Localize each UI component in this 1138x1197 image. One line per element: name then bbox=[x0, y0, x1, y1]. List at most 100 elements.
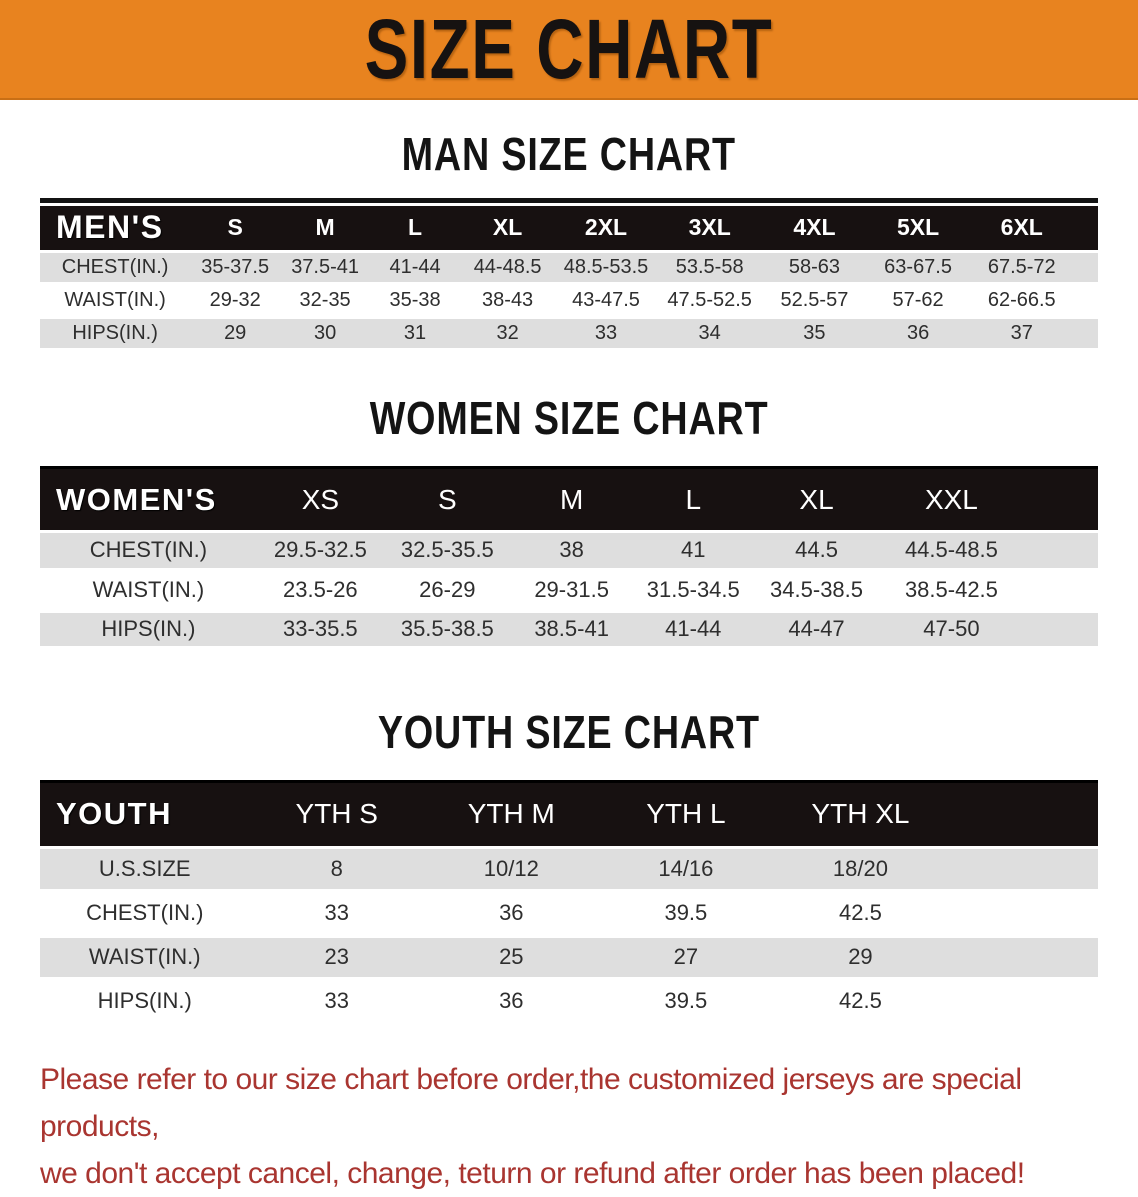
youth-size-col: YTH L bbox=[598, 779, 774, 849]
cell: 44.5-48.5 bbox=[878, 531, 1024, 574]
cell: 18/20 bbox=[773, 847, 948, 894]
cell: 25 bbox=[424, 935, 599, 982]
cell: 42.5 bbox=[773, 979, 948, 1026]
size-chart-banner: SIZE CHART bbox=[0, 0, 1138, 100]
cell: 29-32 bbox=[190, 284, 281, 319]
mens-size-table: MEN'S S M L XL 2XL 3XL 4XL 5XL 6XL CHEST… bbox=[40, 206, 1098, 352]
spacer-cell bbox=[1073, 317, 1098, 352]
cell: 36 bbox=[424, 979, 599, 1026]
cell: 33 bbox=[249, 979, 425, 1026]
cell: 44-48.5 bbox=[460, 251, 556, 286]
cell: 30 bbox=[280, 317, 371, 352]
cell: 29 bbox=[190, 317, 281, 352]
cell: 47.5-52.5 bbox=[656, 284, 763, 319]
spacer-cell bbox=[947, 847, 1098, 894]
disclaimer-text: Please refer to our size chart before or… bbox=[40, 1056, 1138, 1197]
cell: 33 bbox=[555, 317, 657, 352]
cell: 32-35 bbox=[280, 284, 371, 319]
cell: 35 bbox=[762, 317, 867, 352]
mens-size-col: XL bbox=[460, 206, 556, 253]
mens-size-col: 4XL bbox=[762, 206, 867, 253]
cell: 10/12 bbox=[424, 847, 599, 894]
row-label: HIPS(IN.) bbox=[40, 609, 257, 652]
cell: 43-47.5 bbox=[555, 284, 657, 319]
cell: 58-63 bbox=[762, 251, 867, 286]
women-heading-text: WOMEN SIZE CHART bbox=[369, 392, 769, 444]
cell: 36 bbox=[424, 891, 599, 938]
cell: 31 bbox=[370, 317, 460, 352]
cell: 33 bbox=[249, 891, 425, 938]
womens-size-table: WOMEN'S XS S M L XL XXL CHEST(IN.) 29.5-… bbox=[40, 466, 1098, 652]
cell: 38 bbox=[510, 531, 633, 574]
youth-group-label: YOUTH bbox=[40, 779, 250, 849]
cell: 34.5-38.5 bbox=[754, 570, 879, 613]
cell: 52.5-57 bbox=[762, 284, 867, 319]
youth-size-col: YTH M bbox=[424, 779, 599, 849]
cell: 41-44 bbox=[632, 609, 755, 652]
youth-header-row: YOUTH YTH S YTH M YTH L YTH XL bbox=[40, 779, 1098, 849]
mens-group-label: MEN'S bbox=[40, 206, 191, 253]
youth-heading-text: YOUTH SIZE CHART bbox=[378, 705, 760, 758]
cell: 35-38 bbox=[370, 284, 460, 319]
cell: 38.5-42.5 bbox=[878, 570, 1024, 613]
spacer-cell bbox=[947, 891, 1098, 938]
youth-hips-row: HIPS(IN.) 33 36 39.5 42.5 bbox=[40, 979, 1098, 1026]
womens-waist-row: WAIST(IN.) 23.5-26 26-29 29-31.5 31.5-34… bbox=[40, 570, 1098, 613]
cell: 37.5-41 bbox=[280, 251, 371, 286]
spacer-cell bbox=[1023, 609, 1098, 652]
cell: 63-67.5 bbox=[866, 251, 970, 286]
cell: 44.5 bbox=[754, 531, 879, 574]
cell: 53.5-58 bbox=[656, 251, 763, 286]
cell: 38-43 bbox=[460, 284, 556, 319]
mens-size-col: L bbox=[370, 206, 460, 253]
youth-ussize-row: U.S.SIZE 8 10/12 14/16 18/20 bbox=[40, 847, 1098, 894]
spacer-cell bbox=[1073, 251, 1098, 286]
youth-size-col: YTH S bbox=[249, 779, 425, 849]
spacer-cell bbox=[947, 979, 1098, 1026]
cell: 29.5-32.5 bbox=[256, 531, 384, 574]
mens-size-col: 3XL bbox=[656, 206, 763, 253]
man-section-heading: MAN SIZE CHART bbox=[0, 126, 1138, 182]
cell: 27 bbox=[598, 935, 774, 982]
row-label: HIPS(IN.) bbox=[40, 979, 250, 1026]
spacer-cell bbox=[1023, 570, 1098, 613]
womens-size-col: XL bbox=[754, 466, 879, 533]
mens-size-col: S bbox=[190, 206, 281, 253]
cell: 48.5-53.5 bbox=[555, 251, 657, 286]
spacer-cell bbox=[1073, 284, 1098, 319]
cell: 38.5-41 bbox=[510, 609, 633, 652]
cell: 23.5-26 bbox=[256, 570, 384, 613]
row-label: WAIST(IN.) bbox=[40, 935, 250, 982]
mens-chest-row: CHEST(IN.) 35-37.5 37.5-41 41-44 44-48.5… bbox=[40, 251, 1098, 286]
spacer-cell bbox=[947, 935, 1098, 982]
cell: 44-47 bbox=[754, 609, 879, 652]
cell: 26-29 bbox=[383, 570, 511, 613]
cell: 34 bbox=[656, 317, 763, 352]
row-label: WAIST(IN.) bbox=[40, 284, 191, 319]
womens-size-col: XXL bbox=[878, 466, 1024, 533]
spacer-cell bbox=[947, 779, 1098, 849]
cell: 8 bbox=[249, 847, 425, 894]
mens-header-row: MEN'S S M L XL 2XL 3XL 4XL 5XL 6XL bbox=[40, 206, 1098, 253]
disclaimer-line-2: we don't accept cancel, change, teturn o… bbox=[40, 1156, 1025, 1190]
youth-section-heading: YOUTH SIZE CHART bbox=[0, 704, 1138, 760]
youth-waist-row: WAIST(IN.) 23 25 27 29 bbox=[40, 935, 1098, 982]
banner-title: SIZE CHART bbox=[364, 2, 774, 96]
row-label: CHEST(IN.) bbox=[40, 251, 191, 286]
cell: 47-50 bbox=[878, 609, 1024, 652]
row-label: CHEST(IN.) bbox=[40, 531, 257, 574]
womens-chest-row: CHEST(IN.) 29.5-32.5 32.5-35.5 38 41 44.… bbox=[40, 531, 1098, 574]
disclaimer-line-1: Please refer to our size chart before or… bbox=[40, 1062, 1022, 1143]
mens-waist-row: WAIST(IN.) 29-32 32-35 35-38 38-43 43-47… bbox=[40, 284, 1098, 319]
womens-size-col: XS bbox=[256, 466, 384, 533]
cell: 32 bbox=[460, 317, 556, 352]
cell: 31.5-34.5 bbox=[632, 570, 755, 613]
cell: 41 bbox=[632, 531, 755, 574]
cell: 35.5-38.5 bbox=[383, 609, 511, 652]
youth-size-col: YTH XL bbox=[773, 779, 948, 849]
cell: 57-62 bbox=[866, 284, 970, 319]
women-section-heading: WOMEN SIZE CHART bbox=[0, 390, 1138, 446]
cell: 23 bbox=[249, 935, 425, 982]
mens-size-col: M bbox=[280, 206, 371, 253]
row-label: WAIST(IN.) bbox=[40, 570, 257, 613]
